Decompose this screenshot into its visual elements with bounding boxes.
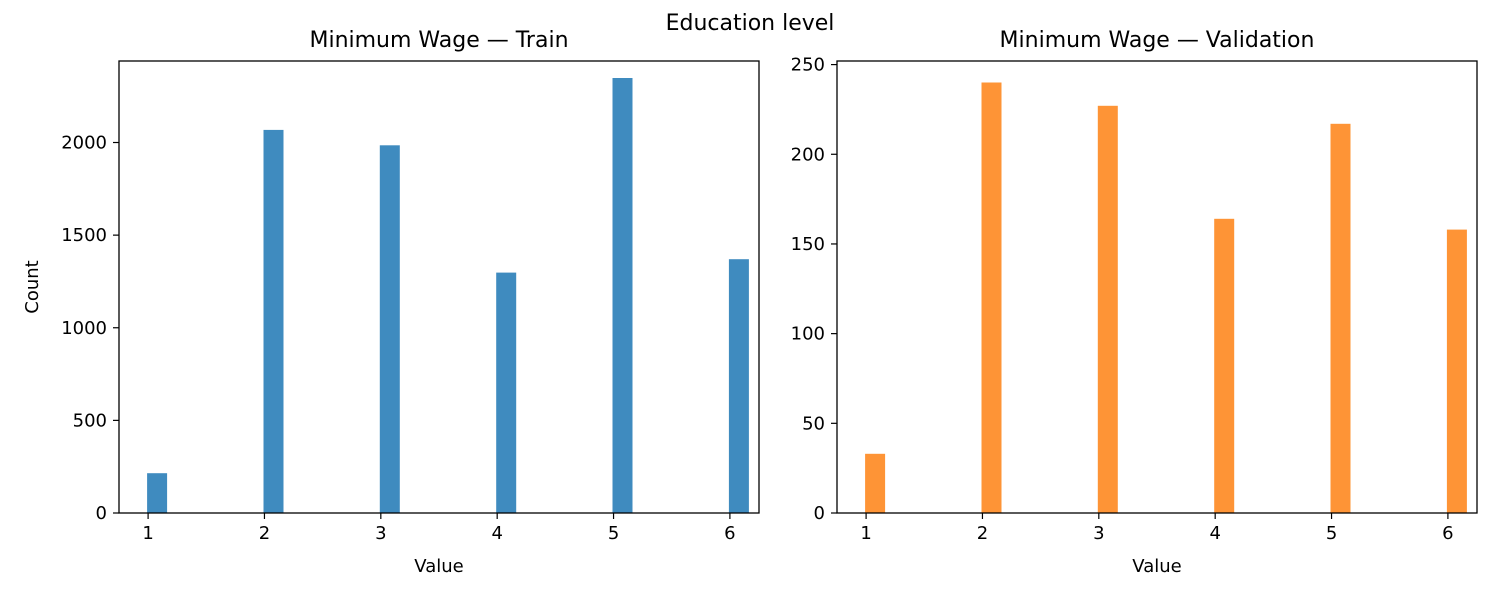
train-bar-6: [728, 259, 749, 513]
train-bar-4: [496, 272, 517, 513]
validation-bar-2: [981, 82, 1002, 513]
validation-bar-4: [1214, 218, 1235, 514]
train-chart-title: Minimum Wage — Train: [309, 28, 568, 53]
train-x-tick-label: 4: [491, 523, 502, 544]
validation-x-axis-label: Value: [1132, 556, 1181, 577]
validation-bar-3: [1097, 105, 1118, 514]
train-y-axis-label: Count: [22, 260, 43, 313]
train-bar-2: [263, 129, 284, 513]
validation-x-tick-label: 2: [977, 523, 988, 544]
train-ticks: 1 2 3 4 5 6 0 500 1000 1500 2000: [61, 133, 735, 544]
train-x-tick-label: 2: [259, 523, 270, 544]
validation-bars: [865, 82, 1467, 514]
train-y-tick-label: 0: [96, 503, 107, 524]
train-y-tick-label: 1500: [61, 225, 107, 246]
train-chart-panel: Minimum Wage — Train Value Count 1 2 3 4 5 6 0…: [22, 28, 760, 577]
validation-y-tick-label: 150: [791, 234, 825, 255]
validation-x-tick-label: 4: [1209, 523, 1220, 544]
validation-y-tick-label: 0: [814, 503, 825, 524]
validation-ticks: 1 2 3 4 5 6 0 50 100 150 200 250: [791, 55, 1454, 544]
train-bar-5: [612, 78, 633, 513]
validation-x-tick-label: 5: [1326, 523, 1337, 544]
validation-bar-5: [1330, 123, 1351, 514]
validation-bar-6: [1446, 229, 1467, 513]
validation-chart-panel: Minimum Wage — Validation Value 1 2 3 4 5 6 0 5…: [791, 28, 1478, 577]
train-x-axis-label: Value: [414, 556, 463, 577]
validation-x-tick-label: 1: [860, 523, 871, 544]
train-bars: [147, 78, 749, 514]
validation-y-tick-label: 50: [802, 413, 825, 434]
validation-y-tick-label: 100: [791, 324, 825, 345]
train-y-tick-label: 500: [73, 410, 107, 431]
train-x-tick-label: 5: [608, 523, 619, 544]
validation-chart-title: Minimum Wage — Validation: [1000, 28, 1315, 53]
train-plot-frame: [118, 60, 760, 514]
validation-plot-frame: [836, 60, 1478, 514]
train-x-tick-label: 6: [724, 523, 735, 544]
validation-bar-1: [865, 453, 886, 513]
train-y-tick-label: 2000: [61, 133, 107, 154]
figure-suptitle: Education level: [666, 11, 835, 36]
train-x-tick-label: 3: [375, 523, 386, 544]
validation-x-tick-label: 3: [1093, 523, 1104, 544]
train-bar-1: [147, 473, 168, 513]
train-bar-3: [379, 145, 400, 514]
validation-x-tick-label: 6: [1442, 523, 1453, 544]
validation-y-tick-label: 250: [791, 55, 825, 76]
validation-y-tick-label: 200: [791, 144, 825, 165]
train-x-tick-label: 1: [142, 523, 153, 544]
train-y-tick-label: 1000: [61, 318, 107, 339]
